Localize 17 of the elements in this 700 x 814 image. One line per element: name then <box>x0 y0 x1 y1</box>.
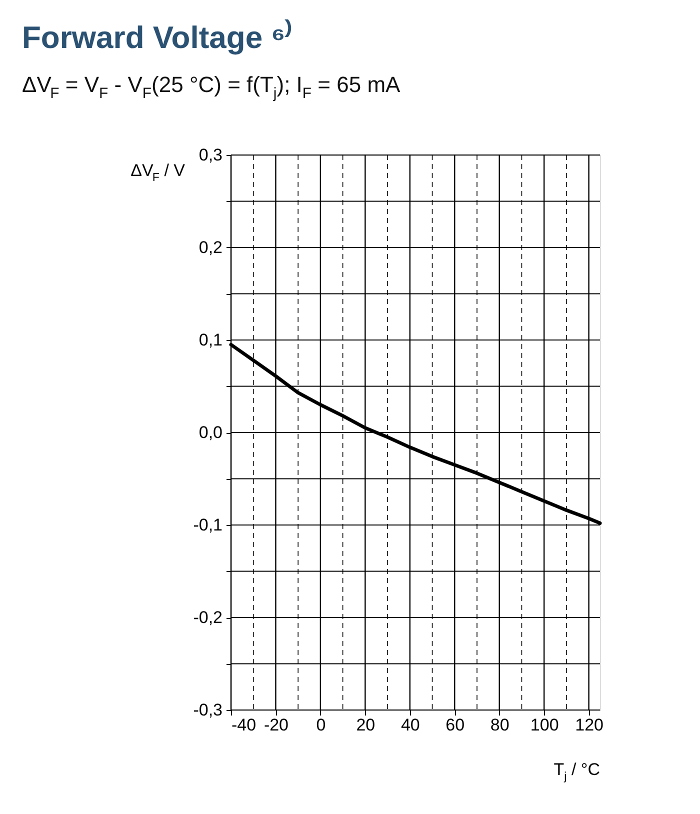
x-tick-label: 100 <box>530 716 559 734</box>
x-tick-label: 0 <box>316 716 326 734</box>
y-tick-label: 0,3 <box>198 146 222 164</box>
x-tick-label: 60 <box>446 716 465 734</box>
x-tick-label: 80 <box>490 716 510 734</box>
x-tick-label: 40 <box>400 716 420 734</box>
x-tick-label: -20 <box>264 716 289 734</box>
y-tick-label: -0,3 <box>193 700 222 720</box>
x-tick-label: -40 <box>232 716 256 734</box>
x-tick-label: 20 <box>356 716 376 734</box>
x-tick-label: 120 <box>575 716 604 734</box>
chart-title: Forward Voltage ⁶⁾ <box>22 19 292 55</box>
y-tick-label: -0,1 <box>193 516 222 534</box>
y-tick-label: 0,0 <box>198 423 222 442</box>
y-tick-label: 0,2 <box>198 238 222 257</box>
y-tick-label: 0,1 <box>198 330 222 350</box>
y-tick-label: -0,2 <box>193 608 222 627</box>
